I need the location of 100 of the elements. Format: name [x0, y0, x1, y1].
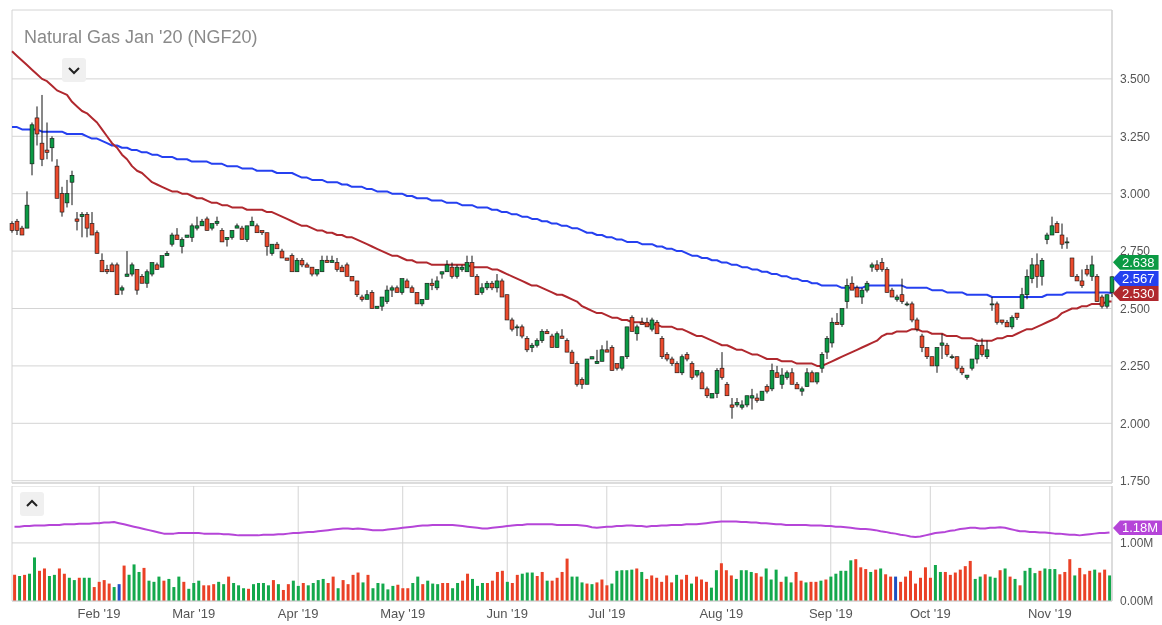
bar: [122, 565, 126, 601]
x-tick-label: Oct '19: [909, 606, 951, 622]
bar: [814, 581, 818, 601]
bar: [953, 572, 957, 601]
bar: [142, 567, 146, 601]
bar: [914, 583, 917, 601]
bar: [1013, 578, 1017, 601]
bar: [968, 560, 972, 601]
bar: [416, 576, 420, 601]
bar: [147, 580, 151, 601]
x-tick-label: Jul '19: [588, 606, 626, 622]
bar: [590, 584, 594, 601]
bar: [839, 570, 843, 601]
bar: [1003, 568, 1007, 601]
bar: [973, 578, 977, 601]
bar: [550, 580, 554, 601]
bar: [256, 582, 260, 601]
bar: [227, 576, 231, 601]
bar: [640, 571, 644, 601]
bar: [859, 567, 863, 601]
bar: [1038, 570, 1042, 601]
bar: [894, 576, 898, 601]
bar: [237, 585, 241, 601]
bar: [346, 584, 350, 601]
bar: [276, 584, 280, 601]
x-tick-label: Nov '19: [1027, 606, 1072, 622]
bar: [505, 581, 509, 601]
bar: [744, 570, 748, 601]
bar: [769, 579, 773, 601]
bar: [849, 560, 853, 601]
bar: [222, 584, 226, 601]
bar: [152, 581, 156, 601]
bar: [341, 580, 345, 601]
bar: [570, 576, 574, 601]
bar: [436, 584, 440, 601]
bar: [132, 564, 136, 601]
bar: [560, 571, 564, 601]
bar: [600, 579, 604, 601]
bar: [406, 588, 410, 601]
bar: [625, 570, 629, 601]
bar: [18, 576, 22, 601]
bar: [874, 569, 878, 601]
bar: [1068, 559, 1072, 601]
bar: [884, 574, 888, 601]
bar: [326, 582, 330, 601]
bar: [1008, 576, 1012, 601]
bar: [655, 577, 659, 601]
bar: [232, 582, 236, 601]
bar: [301, 582, 305, 601]
y-tick-label: 2.250: [1120, 359, 1151, 374]
bar: [172, 587, 176, 601]
bar: [660, 581, 664, 601]
bar: [804, 582, 808, 601]
bar: [336, 588, 340, 601]
bar: [709, 587, 713, 601]
bar: [779, 581, 783, 601]
bar: [764, 568, 768, 601]
x-tick-label: Aug '19: [699, 606, 744, 622]
bar: [580, 582, 584, 601]
bar: [834, 573, 838, 601]
bar: [993, 577, 997, 601]
bar: [904, 576, 908, 601]
bar: [446, 582, 450, 601]
bar: [943, 571, 947, 601]
bar: [480, 582, 484, 601]
y-tick-label: 3.000: [1120, 186, 1151, 201]
bar: [381, 583, 385, 601]
bar: [266, 585, 270, 601]
bar: [864, 569, 868, 601]
bar: [784, 576, 788, 601]
bar: [441, 582, 445, 601]
bar: [1053, 569, 1057, 601]
bar: [685, 574, 689, 601]
bar: [695, 576, 698, 601]
line-series: [13, 520, 1111, 539]
bar: [983, 574, 987, 601]
bar: [261, 582, 265, 601]
bar: [540, 571, 544, 601]
bar: [565, 558, 569, 601]
bar: [555, 577, 559, 601]
bar: [899, 581, 903, 601]
bar: [515, 574, 519, 601]
bar: [242, 588, 246, 601]
bar: [321, 578, 325, 601]
bar: [82, 577, 86, 601]
bar: [217, 581, 221, 601]
bar: [1018, 585, 1022, 601]
bar: [869, 571, 873, 601]
text: 1.18M: [1113, 520, 1162, 536]
bar: [675, 574, 679, 601]
y-tick-label: 2.000: [1120, 416, 1151, 431]
bar: [62, 573, 66, 601]
bar: [1093, 569, 1097, 601]
bar: [928, 577, 932, 601]
bar: [754, 573, 758, 601]
bar: [366, 574, 370, 601]
bar: [112, 587, 116, 601]
bar: [719, 563, 723, 601]
bar: [620, 570, 624, 601]
text: 2.638: [1113, 254, 1159, 270]
